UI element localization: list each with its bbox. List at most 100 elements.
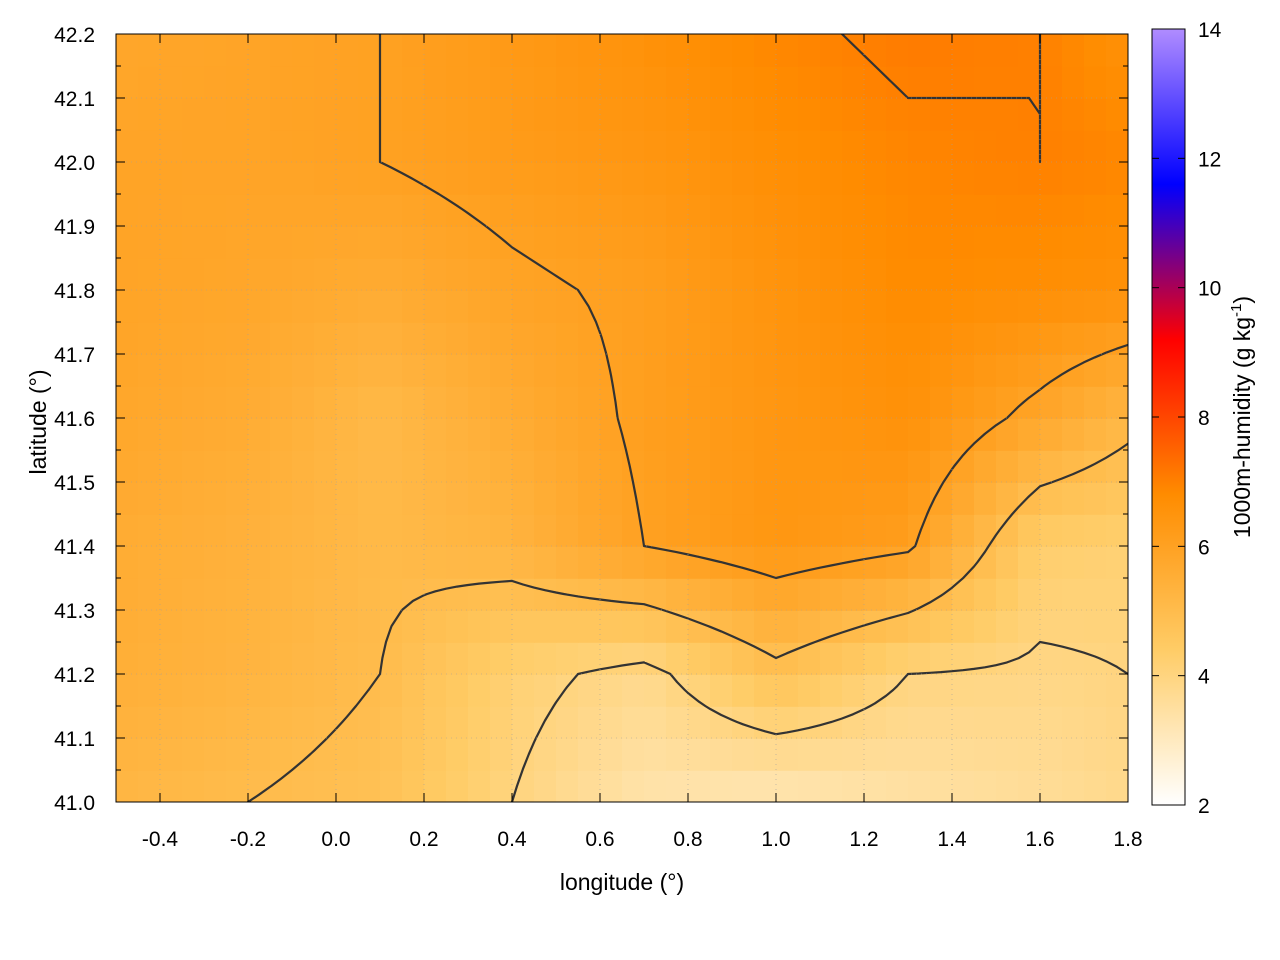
heatmap-cell [270, 98, 293, 131]
heatmap-cell [886, 674, 909, 707]
heatmap-cell [754, 34, 777, 67]
heatmap-cell [1106, 130, 1128, 163]
heatmap-cell [490, 578, 513, 611]
heatmap-cell [864, 290, 887, 323]
heatmap-cell [622, 770, 645, 802]
heatmap-cell [1084, 354, 1107, 387]
heatmap-cell [996, 578, 1019, 611]
heatmap-cell [996, 418, 1019, 451]
heatmap-cell [512, 258, 535, 291]
heatmap-cell [116, 162, 139, 195]
heatmap-cell [138, 290, 161, 323]
heatmap-cell [292, 34, 315, 67]
heatmap-cell [842, 66, 865, 99]
heatmap-cell [446, 66, 469, 99]
heatmap-cell [358, 162, 381, 195]
heatmap-cell [732, 418, 755, 451]
heatmap-cell [182, 706, 205, 739]
heatmap-cell [952, 194, 975, 227]
heatmap-cell [776, 162, 799, 195]
heatmap-cell [402, 546, 425, 579]
heatmap-cell [710, 98, 733, 131]
heatmap-cell [930, 450, 953, 483]
heatmap-cell [600, 610, 623, 643]
heatmap-cell [534, 738, 557, 771]
heatmap-cell [446, 546, 469, 579]
heatmap-cell [908, 66, 931, 99]
heatmap-cell [886, 322, 909, 355]
heatmap-cell [996, 450, 1019, 483]
heatmap-cell [468, 66, 491, 99]
heatmap-cell [1106, 706, 1128, 739]
heatmap-cell [160, 226, 183, 259]
heatmap-cell [1040, 130, 1063, 163]
heatmap-cell [952, 322, 975, 355]
heatmap-cell [446, 642, 469, 675]
heatmap-cell [710, 578, 733, 611]
heatmap-cell [116, 226, 139, 259]
heatmap-cell [820, 258, 843, 291]
heatmap-cell [116, 770, 139, 802]
heatmap-cell [1040, 546, 1063, 579]
heatmap-cell [358, 482, 381, 515]
heatmap-cell [688, 162, 711, 195]
heatmap-cell [930, 706, 953, 739]
heatmap-cell [974, 770, 997, 802]
heatmap-cell [336, 98, 359, 131]
heatmap-cell [314, 642, 337, 675]
x-tick-label: 0.8 [673, 828, 702, 851]
heatmap-cell [754, 194, 777, 227]
heatmap-cell [468, 578, 491, 611]
heatmap-cell [138, 162, 161, 195]
heatmap-cell [314, 162, 337, 195]
heatmap-cell [490, 514, 513, 547]
heatmap-cell [490, 354, 513, 387]
heatmap-cell [248, 226, 271, 259]
x-tick-label: 0.4 [497, 828, 527, 851]
heatmap-cell [886, 482, 909, 515]
heatmap-cell [446, 386, 469, 419]
heatmap-cell [402, 194, 425, 227]
heatmap-cell [732, 642, 755, 675]
heatmap-cell [1018, 34, 1041, 67]
y-tick-label: 41.0 [54, 792, 95, 815]
heatmap-cell [600, 290, 623, 323]
heatmap-cell [556, 642, 579, 675]
heatmap-cell [336, 514, 359, 547]
heatmap-cell [886, 66, 909, 99]
heatmap-cell [688, 130, 711, 163]
heatmap-cell [556, 450, 579, 483]
heatmap-cell [1084, 418, 1107, 451]
heatmap-cell [534, 578, 557, 611]
heatmap-cell [116, 514, 139, 547]
heatmap-cell [1106, 34, 1128, 67]
heatmap-cell [424, 386, 447, 419]
heatmap-cell [1062, 386, 1085, 419]
heatmap-cell [160, 674, 183, 707]
heatmap-cell [1084, 290, 1107, 323]
heatmap-cell [776, 514, 799, 547]
heatmap-cell [424, 610, 447, 643]
heatmap-cell [930, 322, 953, 355]
heatmap-cell [1106, 450, 1128, 483]
heatmap-cell [798, 194, 821, 227]
heatmap-cell [908, 514, 931, 547]
heatmap-cell [1018, 226, 1041, 259]
heatmap-cell [864, 386, 887, 419]
heatmap-cell [1062, 66, 1085, 99]
heatmap-cell [732, 98, 755, 131]
colorbar-tick-label: 12 [1198, 148, 1221, 171]
heatmap-cell [446, 34, 469, 67]
heatmap-cell [754, 290, 777, 323]
heatmap-cell [292, 418, 315, 451]
heatmap-cell [1040, 386, 1063, 419]
heatmap-cell [886, 514, 909, 547]
heatmap-cell [908, 194, 931, 227]
heatmap-cell [1084, 130, 1107, 163]
heatmap-cell [424, 642, 447, 675]
heatmap-cell [358, 290, 381, 323]
heatmap-cell [270, 418, 293, 451]
heatmap-cell [270, 258, 293, 291]
heatmap-cell [732, 386, 755, 419]
heatmap-cell [160, 578, 183, 611]
